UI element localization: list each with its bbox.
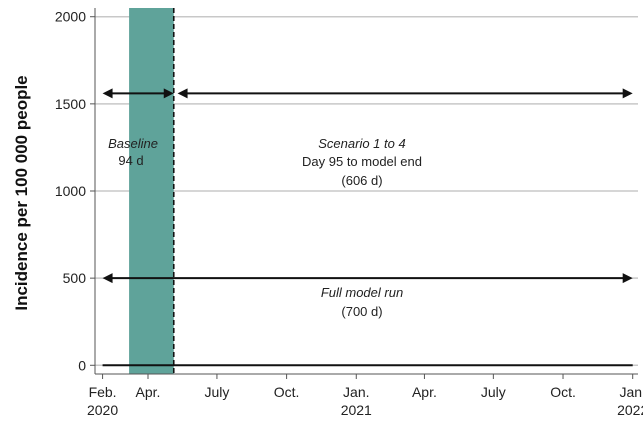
x-tick-month-8: Jan. xyxy=(619,384,643,400)
x-tick-year-0: 2020 xyxy=(87,402,118,418)
x-tick-month-4: Jan. xyxy=(343,384,369,400)
y-axis-ticks: 0 500 1000 1500 2000 xyxy=(55,9,95,373)
x-tick-year-8: 2022 xyxy=(617,402,643,418)
y-tick-label-4: 2000 xyxy=(55,9,86,25)
baseline-arrow-head-right xyxy=(163,88,174,99)
x-tick-month-1: Apr. xyxy=(136,384,161,400)
full-run-duration: (700 d) xyxy=(341,304,382,319)
y-tick-label-0: 0 xyxy=(78,357,86,373)
scenario-arrow xyxy=(177,88,633,99)
y-axis-label: Incidence per 100 000 people xyxy=(12,75,31,310)
x-tick-month-7: Oct. xyxy=(550,384,576,400)
period-arrows xyxy=(102,88,633,284)
y-tick-label-1: 500 xyxy=(63,270,87,286)
y-tick-label-2: 1000 xyxy=(55,183,86,199)
full-arrow-head-right xyxy=(622,273,633,284)
baseline-arrow xyxy=(102,88,174,99)
baseline-duration: 94 d xyxy=(118,153,143,168)
scenario-duration: (606 d) xyxy=(341,173,382,188)
full-arrow-head-left xyxy=(102,273,113,284)
x-tick-month-2: July xyxy=(204,384,229,400)
full-arrow xyxy=(102,273,633,284)
baseline-arrow-head-left xyxy=(102,88,113,99)
baseline-period-band xyxy=(129,8,174,374)
x-tick-month-0: Feb. xyxy=(89,384,117,400)
full-run-title: Full model run xyxy=(321,285,403,300)
x-tick-month-3: Oct. xyxy=(274,384,300,400)
x-tick-month-5: Apr. xyxy=(412,384,437,400)
scenario-range: Day 95 to model end xyxy=(302,154,422,169)
scenario-title: Scenario 1 to 4 xyxy=(318,136,405,151)
x-axis-ticks: Feb. 2020 Apr. July Oct. Jan. 2021 Apr. July Oct.… xyxy=(87,374,643,418)
x-tick-month-6: July xyxy=(481,384,506,400)
y-tick-label-3: 1500 xyxy=(55,96,86,112)
baseline-title: Baseline xyxy=(108,136,158,151)
scenario-arrow-head-left xyxy=(177,88,188,99)
x-tick-year-4: 2021 xyxy=(341,402,372,418)
scenario-arrow-head-right xyxy=(622,88,633,99)
